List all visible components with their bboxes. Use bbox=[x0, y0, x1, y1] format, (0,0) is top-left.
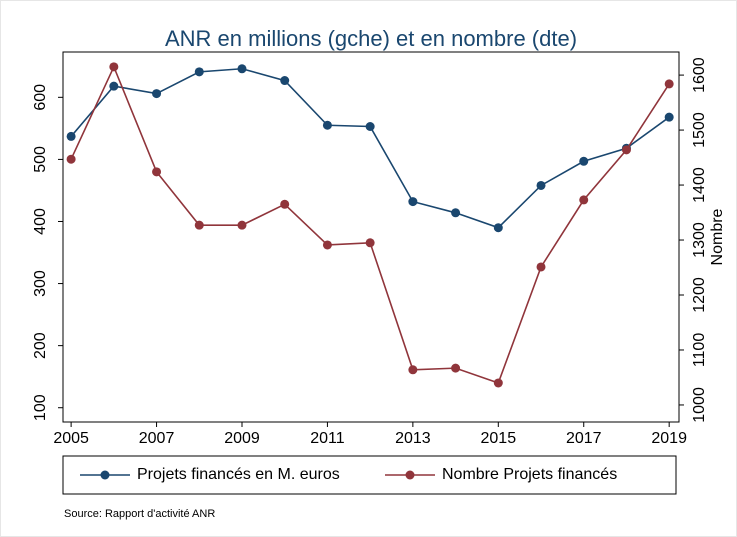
y-tick-label: 500 bbox=[32, 146, 49, 173]
point bbox=[408, 197, 418, 207]
x-tick-label: 2019 bbox=[651, 430, 687, 447]
point bbox=[451, 363, 461, 373]
point bbox=[365, 121, 375, 131]
y-tick-label: 600 bbox=[32, 84, 49, 111]
x-tick-label: 2007 bbox=[139, 430, 175, 447]
point bbox=[237, 64, 247, 74]
note: Source: Rapport d'activité ANR bbox=[64, 508, 215, 520]
point bbox=[322, 240, 332, 250]
y-tick-label: 400 bbox=[32, 208, 49, 235]
legend-label: Projets financés en M. euros bbox=[137, 466, 340, 483]
point bbox=[408, 365, 418, 375]
y-tick-label: 200 bbox=[32, 332, 49, 359]
point bbox=[194, 67, 204, 77]
y2-tick-label: 1200 bbox=[691, 277, 708, 313]
point bbox=[66, 131, 76, 141]
point bbox=[536, 262, 546, 272]
y2-tick-label: 1300 bbox=[691, 222, 708, 258]
y2-tick-label: 1100 bbox=[691, 333, 708, 368]
point bbox=[664, 79, 674, 89]
point bbox=[194, 220, 204, 230]
y2-tick-label: 1400 bbox=[691, 167, 708, 203]
x-tick-label: 2005 bbox=[53, 430, 89, 447]
x-tick-label: 2015 bbox=[481, 430, 517, 447]
legend-marker bbox=[405, 470, 415, 480]
point bbox=[451, 208, 461, 218]
point bbox=[579, 156, 589, 166]
point bbox=[493, 223, 503, 233]
point bbox=[237, 220, 247, 230]
point bbox=[152, 167, 162, 177]
legend-label: Nombre Projets financés bbox=[442, 466, 617, 483]
y-tick-label: 100 bbox=[32, 394, 49, 421]
y2-tick-label: 1600 bbox=[691, 57, 708, 93]
y2-tick-label: 1000 bbox=[691, 387, 708, 423]
x-tick-label: 2011 bbox=[310, 430, 345, 447]
point bbox=[322, 120, 332, 130]
chart-title: ANR en millions (gche) et en nombre (dte… bbox=[165, 26, 577, 51]
point bbox=[109, 81, 119, 91]
point bbox=[493, 378, 503, 388]
x-tick-label: 2017 bbox=[566, 430, 602, 447]
point bbox=[280, 199, 290, 209]
point bbox=[66, 154, 76, 164]
y2-tick-label: 1500 bbox=[691, 112, 708, 148]
y2-axis-label: Nombre bbox=[709, 208, 726, 265]
point bbox=[152, 89, 162, 99]
point bbox=[579, 195, 589, 205]
point bbox=[536, 180, 546, 190]
y-tick-label: 300 bbox=[32, 270, 49, 297]
x-tick-label: 2009 bbox=[224, 430, 260, 447]
plot-frame bbox=[62, 51, 680, 423]
point bbox=[621, 145, 631, 155]
point bbox=[664, 112, 674, 122]
x-tick-label: 2013 bbox=[395, 430, 431, 447]
point bbox=[109, 62, 119, 72]
point bbox=[280, 76, 290, 86]
point bbox=[365, 238, 375, 248]
legend bbox=[62, 455, 677, 495]
legend-marker bbox=[100, 470, 110, 480]
